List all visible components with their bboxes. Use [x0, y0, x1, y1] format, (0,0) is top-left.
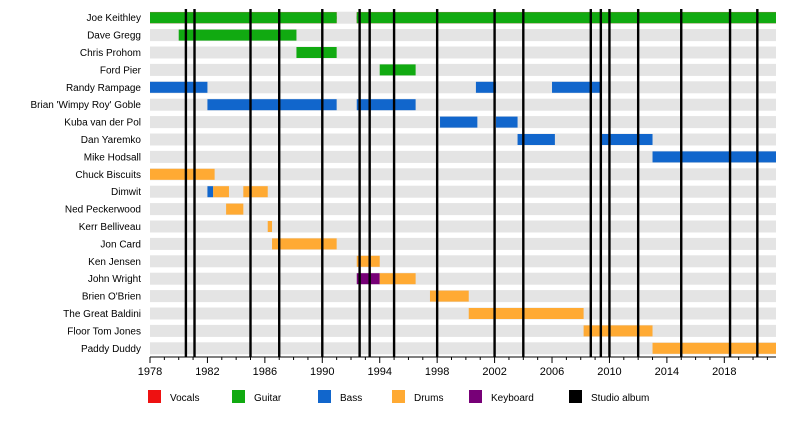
- bar-bass: [475, 81, 497, 93]
- bar-drums: [243, 186, 268, 198]
- bar-guitar: [379, 64, 416, 76]
- member-name-label: Mike Hodsall: [84, 152, 141, 163]
- member-name-label: Kerr Belliveau: [79, 222, 141, 233]
- x-tick-label: 1990: [310, 366, 334, 378]
- bar-drums: [150, 168, 215, 180]
- legend-label: Vocals: [170, 393, 199, 404]
- member-name-label: Dimwit: [111, 187, 141, 198]
- member-name-label: Randy Rampage: [66, 83, 141, 94]
- member-name-label: Kuba van der Pol: [64, 118, 141, 129]
- bar-bass: [652, 151, 776, 163]
- row-stripe: [150, 342, 776, 355]
- legend-label: Studio album: [591, 393, 649, 404]
- member-name-label: Floor Tom Jones: [67, 326, 141, 337]
- x-axis: 1978 1982 1986 1990 1994 1998 2002 2006 2010 2014…: [138, 356, 776, 378]
- member-name-label: Brien O'Brien: [82, 292, 141, 303]
- legend-swatch-bass: [318, 390, 331, 403]
- member-name-label: The Great Baldini: [63, 309, 141, 320]
- bar-keyboard: [356, 273, 380, 285]
- member-name-label: Ford Pier: [100, 65, 142, 76]
- member-name-label: Joe Keithley: [87, 13, 141, 24]
- bar-bass: [356, 99, 416, 111]
- bar-drums: [272, 238, 337, 250]
- bar-drums: [379, 273, 416, 285]
- bar-bass: [517, 134, 555, 145]
- legend-swatch-keyboard: [469, 390, 482, 403]
- role-bars: [150, 12, 776, 354]
- x-tick-label: 2018: [712, 366, 736, 378]
- row-stripe: [150, 220, 776, 233]
- legend-swatch-guitar: [232, 390, 245, 403]
- row-stripe: [150, 63, 776, 76]
- row-stripe: [150, 150, 776, 163]
- row-stripe: [150, 81, 776, 94]
- legend-swatch-studio-album: [569, 390, 582, 403]
- legend-label: Bass: [340, 393, 362, 404]
- member-name-label: Jon Card: [100, 239, 141, 250]
- bar-guitar-band: [356, 16, 776, 20]
- row-stripe: [150, 29, 776, 42]
- legend-swatch-vocals: [148, 390, 161, 403]
- member-name-label: Dave Gregg: [87, 31, 141, 42]
- legend-label: Keyboard: [491, 393, 534, 404]
- x-tick-label: 2014: [655, 366, 679, 378]
- bar-drums: [213, 186, 229, 198]
- bar-bass: [207, 99, 337, 111]
- bar-bass: [552, 81, 601, 93]
- member-name-label: Dan Yaremko: [81, 135, 142, 146]
- bar-drums: [226, 203, 244, 215]
- row-stripe: [150, 255, 776, 268]
- member-name-label: John Wright: [88, 274, 141, 285]
- x-tick-label: 1998: [425, 366, 449, 378]
- member-name-label: Ned Peckerwood: [65, 205, 141, 216]
- bar-bass: [496, 116, 518, 128]
- legend-swatch-drums: [392, 390, 405, 403]
- bar-drums: [356, 255, 380, 267]
- bar-drums: [652, 342, 776, 354]
- row-stripe: [150, 185, 776, 198]
- bar-drums: [429, 290, 469, 302]
- row-stripe: [150, 203, 776, 216]
- member-name-label: Ken Jensen: [88, 257, 141, 268]
- x-tick-label: 1982: [195, 366, 219, 378]
- bar-drums: [468, 308, 584, 319]
- bar-guitar: [178, 29, 297, 41]
- bar-drums: [583, 325, 653, 337]
- studio-album-lines: [184, 9, 759, 357]
- x-tick-label: 2002: [482, 366, 506, 378]
- member-name-label: Paddy Duddy: [81, 344, 141, 355]
- row-stripe: [150, 168, 776, 181]
- x-tick-label: 2010: [597, 366, 621, 378]
- row-stripe: [150, 307, 776, 320]
- bar-guitar-band: [150, 16, 337, 20]
- member-name-label: Brian 'Wimpy Roy' Goble: [30, 100, 141, 111]
- bar-bass: [440, 116, 478, 128]
- member-name-label: Chuck Biscuits: [75, 170, 141, 181]
- x-tick-label: 1978: [138, 366, 162, 378]
- row-stripe: [150, 272, 776, 285]
- member-name-label: Chris Prohom: [80, 48, 141, 59]
- x-tick-label: 1994: [367, 366, 391, 378]
- member-labels: Joe Keithley Dave Gregg Chris Prohom Ford P…: [30, 13, 141, 355]
- bar-bass: [207, 186, 214, 198]
- bar-bass: [600, 134, 653, 145]
- x-tick-label: 2006: [540, 366, 564, 378]
- legend-label: Drums: [414, 393, 443, 404]
- x-tick-label: 1986: [253, 366, 277, 378]
- bar-bass: [150, 81, 208, 93]
- legend: Vocals Guitar Bass Drums Keyboard Studio albu…: [148, 390, 649, 404]
- bar-drums: [267, 221, 273, 232]
- legend-label: Guitar: [254, 393, 282, 404]
- bar-guitar: [296, 47, 337, 58]
